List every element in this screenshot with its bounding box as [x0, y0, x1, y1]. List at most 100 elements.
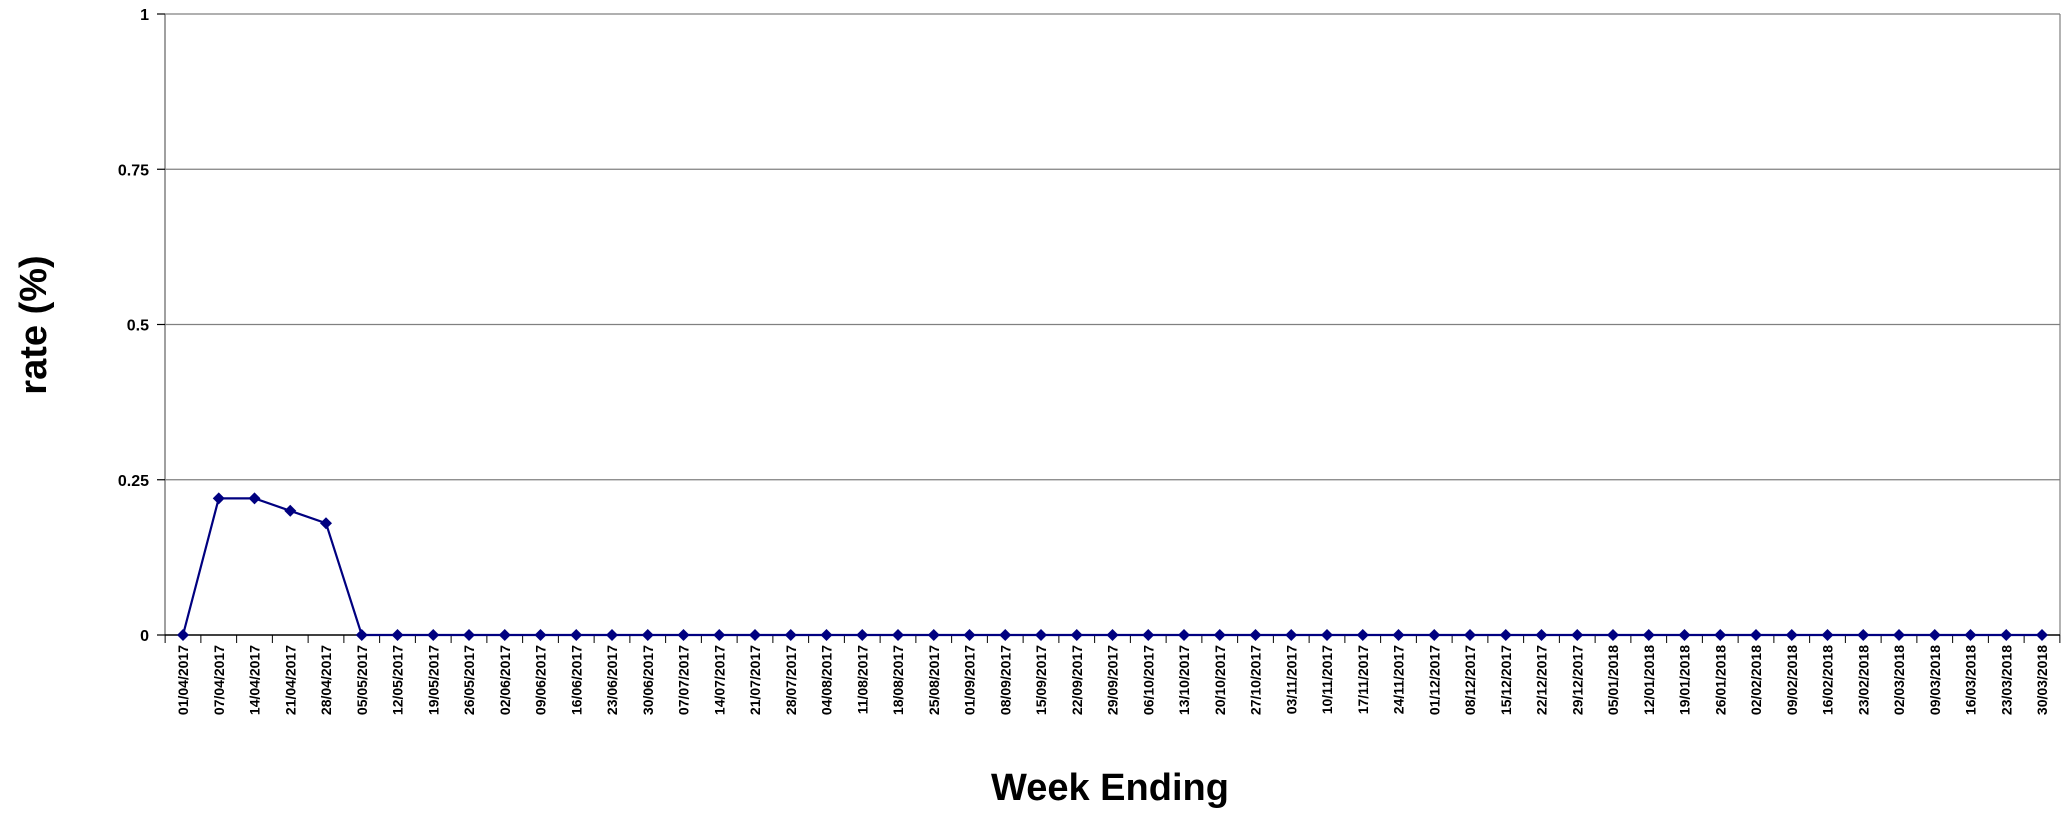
x-tick-label: 08/12/2017	[1462, 645, 1478, 715]
x-tick-label: 21/07/2017	[747, 645, 763, 715]
x-tick-label: 02/03/2018	[1891, 645, 1907, 715]
data-point	[606, 629, 618, 641]
x-tick-label: 18/08/2017	[890, 645, 906, 715]
y-tick-label: 0.75	[118, 162, 149, 179]
data-point	[427, 629, 440, 641]
data-point	[1321, 629, 1333, 641]
y-tick-label: 0.5	[127, 318, 149, 335]
data-point	[1928, 629, 1941, 641]
data-point	[391, 629, 404, 641]
data-point	[1857, 629, 1870, 641]
y-tick-label: 0.25	[118, 473, 149, 490]
x-tick-label: 29/12/2017	[1569, 645, 1585, 715]
x-tick-label: 13/10/2017	[1176, 645, 1192, 715]
series-group	[177, 492, 2048, 641]
x-tick-label: 24/11/2017	[1391, 645, 1407, 715]
x-tick-label: 14/07/2017	[711, 645, 727, 715]
x-tick-label: 27/10/2017	[1248, 645, 1264, 715]
x-tick-label: 22/09/2017	[1069, 645, 1085, 715]
gridlines	[165, 13, 2060, 481]
data-point	[1678, 629, 1691, 641]
y-tick-label: 0	[140, 628, 149, 645]
data-point	[677, 629, 690, 641]
x-tick-label: 15/09/2017	[1033, 645, 1049, 715]
x-tick-label: 26/01/2018	[1712, 645, 1728, 715]
data-point	[1070, 629, 1083, 641]
x-tick-label: 29/09/2017	[1105, 645, 1121, 715]
x-tick-label: 26/05/2017	[461, 645, 477, 715]
data-point	[1178, 629, 1190, 641]
data-point	[463, 629, 475, 641]
x-tick-label: 22/12/2017	[1534, 645, 1550, 715]
x-tick-label: 30/03/2018	[2034, 645, 2050, 715]
x-tick-label: 16/03/2018	[1963, 645, 1979, 715]
x-tick-label: 02/02/2018	[1748, 645, 1764, 715]
data-point	[248, 492, 261, 505]
x-tick-label: 16/02/2018	[1820, 645, 1836, 715]
x-tick-label: 01/09/2017	[962, 645, 978, 715]
x-tick-label: 12/01/2018	[1641, 645, 1657, 715]
data-point	[284, 504, 297, 517]
data-point	[1785, 629, 1798, 641]
data-point	[856, 629, 869, 641]
x-tick-label: 03/11/2017	[1283, 645, 1299, 715]
x-axis-title: Week Ending	[991, 767, 1229, 809]
x-tick-label: 09/03/2018	[1927, 645, 1943, 715]
data-point	[641, 629, 654, 641]
x-tick-label: 05/05/2017	[354, 645, 370, 715]
x-tick-label: 28/04/2017	[318, 645, 334, 715]
data-point	[2036, 629, 2048, 641]
data-point	[534, 629, 547, 641]
x-tick-label: 14/04/2017	[247, 645, 263, 715]
data-point	[1571, 629, 1584, 641]
x-tick-label: 09/06/2017	[533, 645, 549, 715]
x-tick-label: 10/11/2017	[1319, 645, 1335, 715]
data-point	[999, 629, 1012, 641]
x-tick-label: 05/01/2018	[1605, 645, 1621, 715]
data-point	[1714, 629, 1727, 641]
data-point	[1285, 629, 1298, 641]
x-tick-label: 19/01/2018	[1677, 645, 1693, 715]
x-tick-label: 17/11/2017	[1355, 645, 1371, 715]
x-tick-label: 30/06/2017	[640, 645, 656, 715]
x-tick-label: 23/03/2018	[1998, 645, 2014, 715]
x-tick-label: 19/05/2017	[425, 645, 441, 715]
data-point	[1213, 629, 1226, 641]
data-point	[1356, 629, 1369, 641]
x-tick-label: 23/02/2018	[1855, 645, 1871, 715]
x-tick-label: 11/08/2017	[854, 645, 870, 715]
x-tick-label: 06/10/2017	[1140, 645, 1156, 715]
x-tick-label: 02/06/2017	[497, 645, 513, 715]
data-point	[1821, 629, 1834, 641]
data-point	[177, 629, 189, 641]
x-tick-label: 07/07/2017	[676, 645, 692, 715]
x-tick-label: 08/09/2017	[997, 645, 1013, 715]
data-point	[2000, 629, 2013, 641]
data-point	[1607, 629, 1619, 641]
data-point	[355, 629, 368, 641]
y-axis-ticks: 0 0.25 0.5 0.75 1	[118, 7, 165, 645]
x-tick-label: 23/06/2017	[604, 645, 620, 715]
data-point	[1106, 629, 1119, 641]
data-point	[1035, 629, 1047, 641]
data-point	[1893, 629, 1905, 641]
series-line	[181, 497, 2042, 637]
x-tick-label: 16/06/2017	[568, 645, 584, 715]
data-point	[749, 629, 761, 641]
data-point	[212, 492, 225, 505]
x-tick-label: 25/08/2017	[926, 645, 942, 715]
data-point	[1750, 629, 1762, 641]
y-axis-title: rate (%)	[13, 255, 55, 394]
data-point	[820, 629, 833, 641]
data-point	[892, 629, 904, 641]
data-point	[1464, 629, 1476, 641]
x-tick-label: 04/08/2017	[819, 645, 835, 715]
x-tick-label: 09/02/2018	[1784, 645, 1800, 715]
data-point	[1428, 629, 1441, 641]
data-point	[1535, 629, 1548, 641]
data-point	[498, 629, 511, 641]
data-point	[1642, 629, 1655, 641]
data-point	[1964, 629, 1977, 641]
data-point	[1499, 629, 1512, 641]
